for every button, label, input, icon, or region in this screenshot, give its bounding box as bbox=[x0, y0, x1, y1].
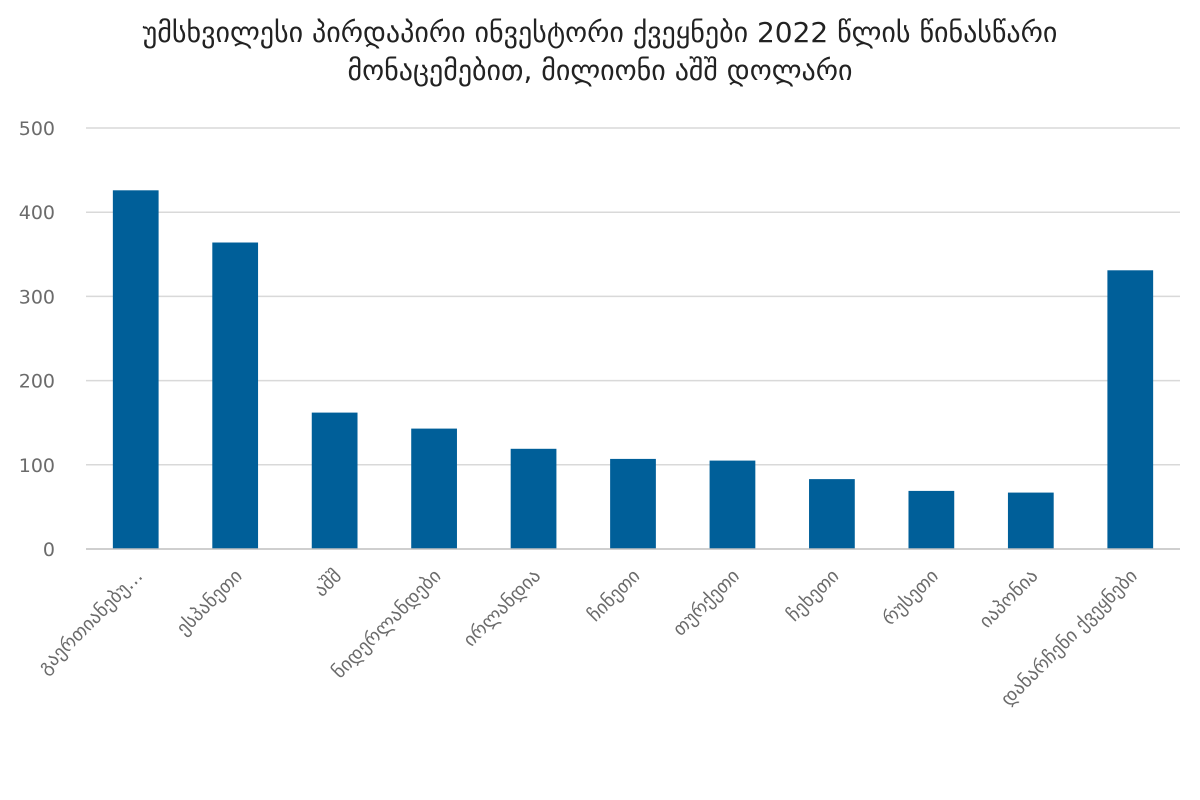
y-tick-label: 300 bbox=[19, 286, 55, 308]
bar bbox=[112, 190, 159, 550]
chart-title-line-1: უმსხვილესი პირდაპირი ინვესტორი ქვეყნები … bbox=[142, 16, 1058, 49]
x-tick-label: ესპანეთი bbox=[172, 565, 247, 640]
bar bbox=[1107, 270, 1154, 549]
x-tick-label: ჩინეთი bbox=[583, 565, 644, 626]
x-tick-label: ირლანდია bbox=[459, 565, 545, 651]
bar bbox=[809, 479, 855, 549]
x-tick-label: გაერთიანებუ… bbox=[34, 565, 147, 678]
chart-title: უმსხვილესი პირდაპირი ინვესტორი ქვეყნები … bbox=[40, 14, 1160, 90]
x-tick-label: ნიდერლანდები bbox=[328, 565, 446, 683]
x-tick-label: აშშ bbox=[310, 565, 346, 601]
bar bbox=[908, 490, 955, 549]
y-tick-label: 500 bbox=[19, 118, 55, 140]
bar bbox=[610, 458, 656, 549]
bar bbox=[510, 448, 557, 549]
bar bbox=[411, 428, 457, 549]
chart-title-line-2: მონაცემებით, მილიონი აშშ დოლარი bbox=[347, 54, 853, 87]
bar bbox=[212, 242, 259, 549]
y-tick-label: 200 bbox=[19, 371, 55, 393]
y-axis: 0 100 200 300 400 500 bbox=[19, 118, 55, 561]
bars bbox=[112, 190, 1154, 550]
x-tick-label: ჩეხეთი bbox=[782, 565, 843, 626]
bar bbox=[1007, 492, 1054, 549]
y-tick-label: 100 bbox=[19, 455, 55, 477]
x-tick-label: იაპონია bbox=[975, 565, 1043, 633]
y-tick-label: 400 bbox=[19, 202, 55, 224]
x-tick-label: რუსეთი bbox=[878, 565, 943, 630]
bar bbox=[709, 460, 756, 549]
bar bbox=[311, 412, 358, 549]
y-tick-label: 0 bbox=[43, 539, 55, 561]
x-tick-label: თურქეთი bbox=[669, 565, 744, 640]
